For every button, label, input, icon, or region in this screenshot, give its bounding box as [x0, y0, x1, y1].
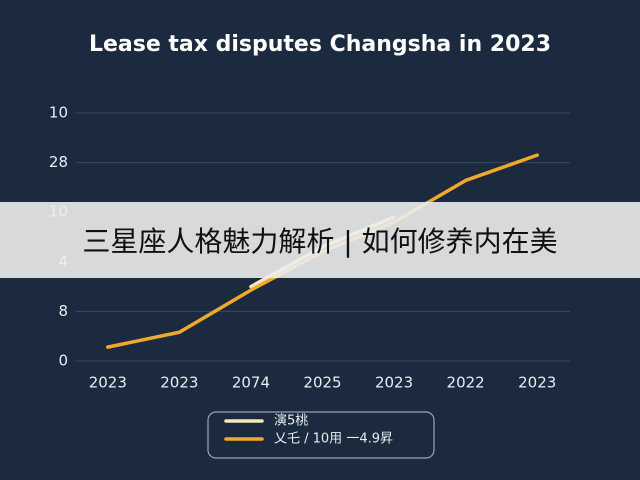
plot-area: 0841028102023202320742025202320222023 [49, 104, 570, 392]
x-tick-label: 2074 [232, 374, 270, 392]
x-tick-label: 2025 [303, 374, 341, 392]
y-tick-label: 28 [49, 153, 68, 171]
y-tick-label: 10 [49, 104, 68, 122]
x-tick-label: 2023 [160, 374, 198, 392]
banner-background [0, 202, 640, 278]
x-tick-label: 2023 [375, 374, 413, 392]
x-tick-label: 2023 [518, 374, 556, 392]
y-tick-label: 8 [58, 302, 68, 320]
chart-title: Lease tax disputes Changsha in 2023 [89, 32, 551, 57]
x-tick-label: 2022 [447, 374, 485, 392]
legend-label: 乂乇 / 10用 一4.9昇 [274, 432, 393, 447]
legend-label: 演5桃 [274, 413, 308, 429]
legend-box [207, 411, 435, 459]
y-tick-label: 0 [58, 352, 68, 370]
x-tick-label: 2023 [89, 374, 127, 392]
banner-text: 三星座人格魅力解析 | 如何修养内在美 [82, 225, 557, 258]
